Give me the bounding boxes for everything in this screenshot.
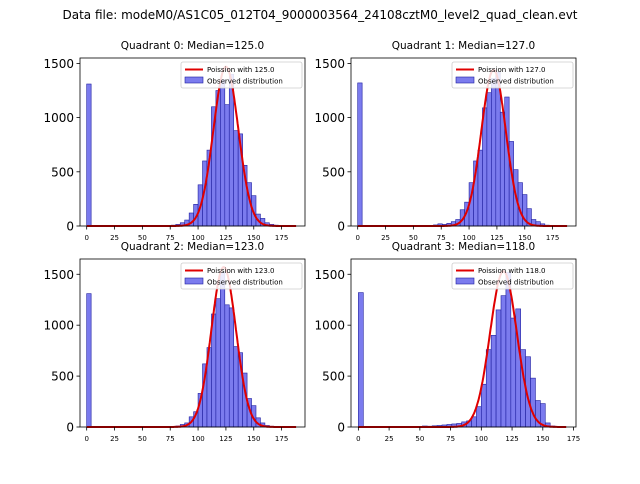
subplot-2: Quadrant 2: Median=123.0 0 25 50 75 100 125 150… bbox=[43, 241, 305, 443]
x-tick-label: 0 bbox=[84, 435, 88, 443]
poisson-curve bbox=[87, 67, 296, 226]
histogram-bar bbox=[220, 80, 224, 226]
poisson-curve bbox=[358, 70, 567, 226]
y-tick-label: 1500 bbox=[314, 57, 345, 71]
histogram-bar bbox=[496, 310, 501, 427]
x-tick-label: 175 bbox=[275, 234, 288, 242]
x-tick-label: 75 bbox=[446, 435, 455, 443]
y-tick-label: 1500 bbox=[43, 57, 74, 71]
y-tick-label: 1000 bbox=[43, 111, 74, 125]
histogram-bar bbox=[486, 350, 491, 427]
poisson-curve bbox=[87, 267, 296, 427]
legend: Poission with 118.0 Observed distribution bbox=[452, 263, 573, 289]
legend-label-observed: Observed distribution bbox=[478, 279, 554, 287]
subplot-title: Quadrant 0: Median=125.0 bbox=[121, 40, 264, 52]
y-tick-label: 500 bbox=[322, 370, 345, 384]
x-tick-label: 100 bbox=[191, 435, 204, 443]
legend-label-poisson: Poission with 118.0 bbox=[478, 267, 546, 275]
legend: Poission with 127.0 Observed distribution bbox=[452, 62, 573, 88]
x-tick-label: 25 bbox=[110, 435, 119, 443]
x-tick-label: 25 bbox=[385, 435, 394, 443]
histogram-bar bbox=[531, 378, 536, 427]
histogram-bar bbox=[487, 93, 491, 226]
histogram-bar bbox=[234, 131, 238, 226]
legend: Poission with 125.0 Observed distribution bbox=[181, 62, 302, 88]
histogram-bar bbox=[491, 335, 496, 427]
y-tick-label: 500 bbox=[51, 165, 74, 179]
x-tick-label: 25 bbox=[110, 234, 119, 242]
legend-label-poisson: Poission with 123.0 bbox=[207, 267, 275, 275]
histogram-bar bbox=[225, 105, 229, 226]
histogram-bar bbox=[229, 308, 233, 427]
y-tick-label: 1500 bbox=[314, 268, 345, 282]
x-tick-label: 75 bbox=[166, 435, 175, 443]
histogram-bar bbox=[496, 72, 500, 226]
y-tick-label: 0 bbox=[66, 421, 74, 435]
histogram-bar bbox=[505, 97, 509, 226]
y-tick-label: 0 bbox=[66, 220, 74, 234]
histogram-bar bbox=[491, 79, 495, 226]
legend-label-poisson: Poission with 127.0 bbox=[478, 66, 546, 74]
subplot-title: Quadrant 1: Median=127.0 bbox=[392, 40, 535, 52]
legend-bar-swatch bbox=[185, 77, 203, 83]
legend-label-observed: Observed distribution bbox=[478, 78, 554, 86]
y-tick-label: 500 bbox=[322, 165, 345, 179]
histogram-bar bbox=[476, 407, 481, 427]
histogram-bar bbox=[482, 108, 486, 226]
histogram-bar bbox=[87, 294, 91, 427]
legend-bar-swatch bbox=[456, 278, 474, 284]
x-tick-label: 175 bbox=[546, 234, 559, 242]
y-tick-label: 0 bbox=[337, 220, 345, 234]
x-tick-label: 175 bbox=[275, 435, 288, 443]
histogram-bar bbox=[87, 84, 91, 226]
histogram-bar bbox=[500, 112, 504, 226]
figure-title: Data file: modeM0/AS1C05_012T04_90000035… bbox=[0, 8, 640, 22]
y-tick-label: 1000 bbox=[314, 111, 345, 125]
x-tick-label: 150 bbox=[536, 435, 549, 443]
legend-bar-swatch bbox=[185, 278, 203, 284]
subplot-3: Quadrant 3: Median=118.0 0 25 50 75 100 125 150… bbox=[314, 241, 580, 443]
histogram-bar bbox=[225, 305, 229, 427]
x-tick-label: 25 bbox=[381, 234, 390, 242]
histogram-bar bbox=[501, 296, 506, 427]
x-tick-label: 150 bbox=[247, 435, 260, 443]
y-tick-label: 0 bbox=[337, 421, 345, 435]
histogram-bar bbox=[478, 150, 482, 226]
legend-label-poisson: Poission with 125.0 bbox=[207, 66, 275, 74]
x-tick-label: 50 bbox=[138, 435, 147, 443]
x-tick-label: 100 bbox=[475, 435, 488, 443]
histogram-bar bbox=[511, 318, 516, 427]
legend: Poission with 123.0 Observed distribution bbox=[181, 263, 302, 289]
legend-label-observed: Observed distribution bbox=[207, 78, 283, 86]
x-tick-label: 50 bbox=[415, 435, 424, 443]
y-tick-label: 1500 bbox=[43, 268, 74, 282]
x-tick-label: 125 bbox=[219, 435, 232, 443]
histogram-bar bbox=[358, 83, 362, 226]
x-tick-label: 175 bbox=[567, 435, 580, 443]
histogram-bar bbox=[358, 293, 363, 427]
y-tick-label: 500 bbox=[51, 370, 74, 384]
x-tick-label: 0 bbox=[355, 234, 359, 242]
histogram-bar bbox=[481, 384, 486, 427]
subplot-title: Quadrant 2: Median=123.0 bbox=[121, 241, 264, 253]
subplot-title: Quadrant 3: Median=118.0 bbox=[392, 241, 535, 253]
histogram-bar bbox=[506, 272, 511, 427]
x-tick-label: 0 bbox=[84, 234, 88, 242]
legend-label-observed: Observed distribution bbox=[207, 279, 283, 287]
y-tick-label: 1000 bbox=[43, 319, 74, 333]
histogram-bar bbox=[234, 347, 238, 427]
histogram-bar bbox=[216, 299, 220, 427]
histogram-bar bbox=[220, 272, 224, 427]
x-tick-label: 0 bbox=[356, 435, 360, 443]
legend-bar-swatch bbox=[456, 77, 474, 83]
x-tick-label: 125 bbox=[505, 435, 518, 443]
y-tick-label: 1000 bbox=[314, 319, 345, 333]
